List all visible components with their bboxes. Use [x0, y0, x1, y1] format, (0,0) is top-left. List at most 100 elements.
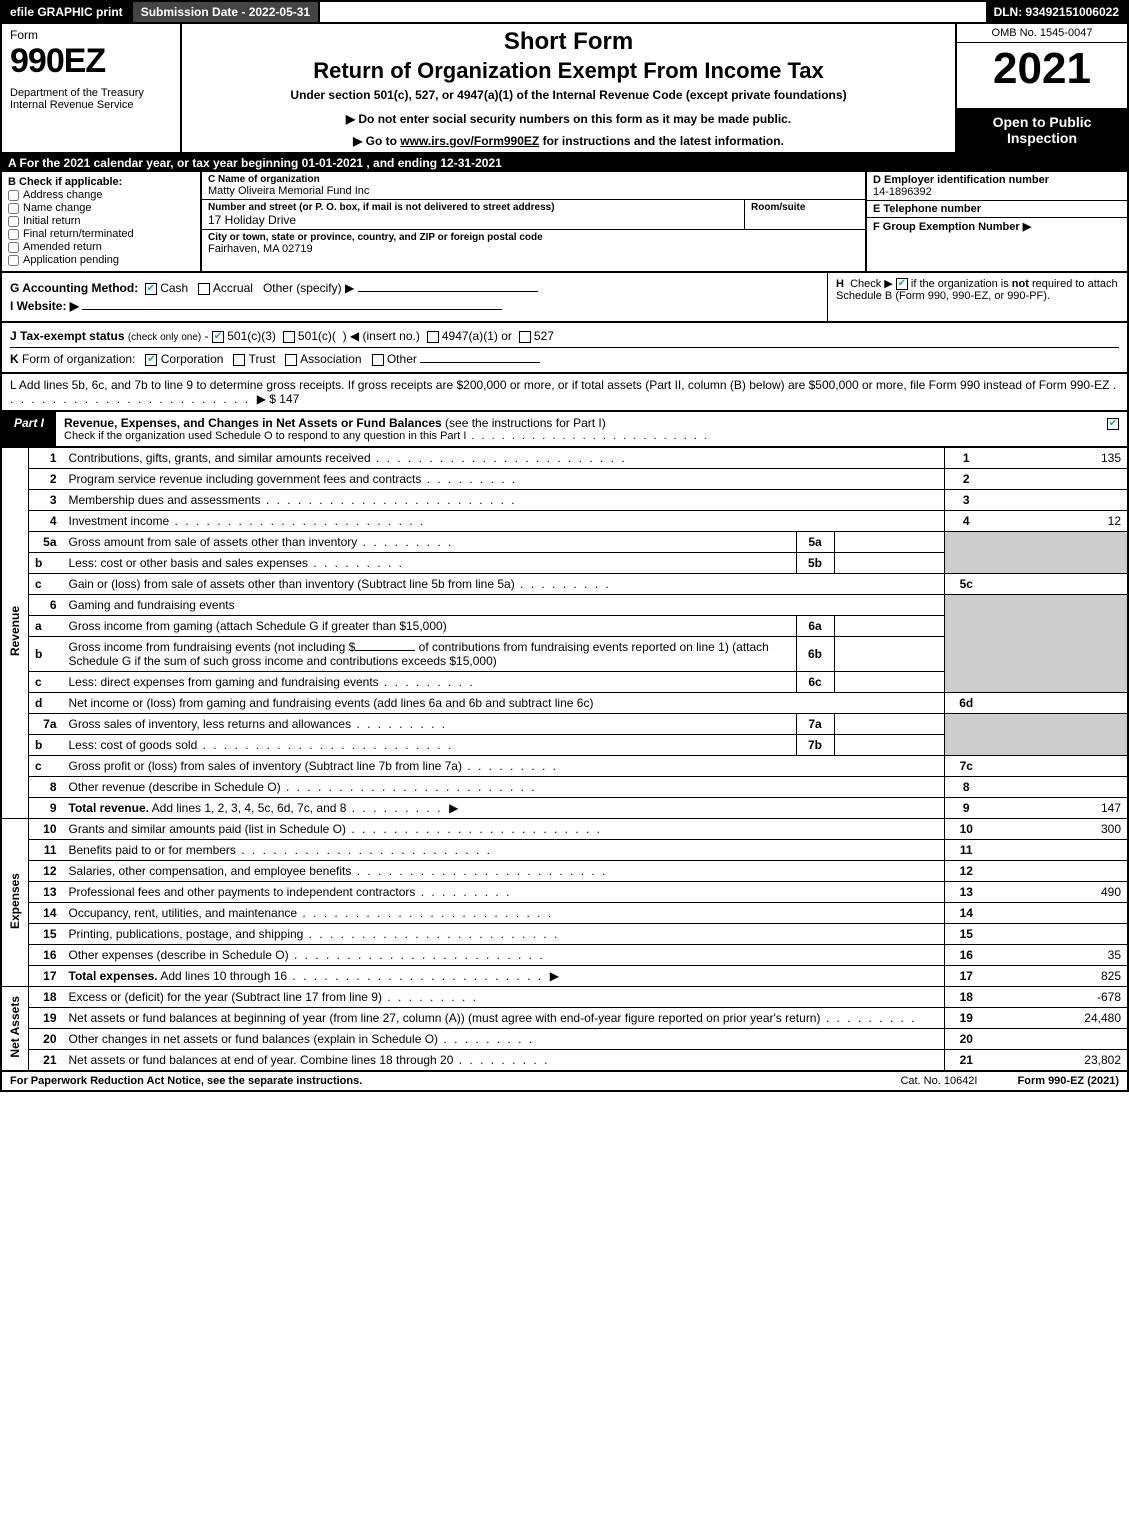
chk-schedule-o-part1[interactable] — [1107, 418, 1119, 430]
chk-schedule-b[interactable] — [896, 278, 908, 290]
opt-label: Address change — [23, 189, 103, 201]
f-label: F Group Exemption Number ▶ — [873, 220, 1121, 233]
other-org-line[interactable] — [420, 362, 540, 363]
ln-5a-desc: Gross amount from sale of assets other t… — [63, 532, 797, 553]
ln-6a-inbox: 6a — [796, 616, 834, 637]
header-left: Form 990EZ Department of the Treasury In… — [2, 24, 182, 152]
ln-16-box: 16 — [944, 945, 988, 966]
dln-label: DLN: 93492151006022 — [986, 2, 1127, 22]
chk-corporation[interactable] — [145, 354, 157, 366]
chk-501c3[interactable] — [212, 331, 224, 343]
ln-17-box: 17 — [944, 966, 988, 987]
ln-5c-box: 5c — [944, 574, 988, 595]
ln-5a-inval — [834, 532, 944, 553]
ln-13-val: 490 — [988, 882, 1128, 903]
other-specify-line[interactable] — [358, 291, 538, 292]
ln-11-desc: Benefits paid to or for members — [63, 840, 945, 861]
ln-3-box: 3 — [944, 490, 988, 511]
opt-label: Amended return — [23, 241, 102, 253]
submission-date: Submission Date - 2022-05-31 — [131, 2, 320, 22]
ln-14-desc: Occupancy, rent, utilities, and maintena… — [63, 903, 945, 924]
footer-right: Form 990-EZ (2021) — [1018, 1075, 1120, 1087]
chk-name-change-input[interactable] — [8, 203, 19, 214]
ln-21-desc: Net assets or fund balances at end of ye… — [63, 1050, 945, 1071]
irs-link[interactable]: www.irs.gov/Form990EZ — [400, 134, 539, 148]
chk-initial-return-input[interactable] — [8, 216, 19, 227]
chk-application-pending[interactable]: Application pending — [8, 254, 194, 266]
chk-501c[interactable] — [283, 331, 295, 343]
row-h: H Check ▶ if the organization is not req… — [827, 273, 1127, 321]
row-a-calendar-year: A For the 2021 calendar year, or tax yea… — [0, 154, 1129, 172]
ln-5b-inbox: 5b — [796, 553, 834, 574]
ln-18-desc: Excess or (deficit) for the year (Subtra… — [63, 987, 945, 1008]
ln-7a-inval — [834, 714, 944, 735]
chk-accrual[interactable] — [198, 283, 210, 295]
other-label: Other (specify) ▶ — [263, 281, 354, 295]
website-line[interactable] — [82, 309, 502, 310]
chk-application-pending-input[interactable] — [8, 255, 19, 266]
ln-9-desc: Total revenue. Add lines 1, 2, 3, 4, 5c,… — [63, 798, 945, 819]
ln-9-box: 9 — [944, 798, 988, 819]
ln-3-num: 3 — [29, 490, 63, 511]
ln-5a-num: 5a — [29, 532, 63, 553]
part1-sub-text: Check if the organization used Schedule … — [64, 430, 466, 442]
box-def: D Employer identification number 14-1896… — [867, 172, 1127, 271]
ln-12-desc: Salaries, other compensation, and employ… — [63, 861, 945, 882]
ln-6d-desc: Net income or (loss) from gaming and fun… — [63, 693, 945, 714]
ln-7a-inbox: 7a — [796, 714, 834, 735]
ln-7c-val — [988, 756, 1128, 777]
efile-label: efile GRAPHIC print — [2, 2, 131, 22]
ln-8-desc: Other revenue (describe in Schedule O) — [63, 777, 945, 798]
chk-association[interactable] — [285, 354, 297, 366]
ln-1-num: 1 — [29, 448, 63, 469]
row-ghi: G Accounting Method: Cash Accrual Other … — [0, 273, 1129, 323]
ln-19-box: 19 — [944, 1008, 988, 1029]
chk-cash[interactable] — [145, 283, 157, 295]
chk-final-return[interactable]: Final return/terminated — [8, 228, 194, 240]
ln-1-box: 1 — [944, 448, 988, 469]
ln-5b-desc: Less: cost or other basis and sales expe… — [63, 553, 797, 574]
ln-6c-inbox: 6c — [796, 672, 834, 693]
revenue-rotated: Revenue — [8, 606, 22, 656]
ln-3-desc: Membership dues and assessments — [63, 490, 945, 511]
chk-trust[interactable] — [233, 354, 245, 366]
ln-20-num: 20 — [29, 1029, 63, 1050]
ln-6a-inval — [834, 616, 944, 637]
opt-label: Name change — [23, 202, 92, 214]
row-g: G Accounting Method: Cash Accrual Other … — [10, 281, 819, 295]
header-right: OMB No. 1545-0047 2021 Open to Public In… — [957, 24, 1127, 152]
ln-17-val: 825 — [988, 966, 1128, 987]
l-text: L Add lines 5b, 6c, and 7b to line 9 to … — [10, 378, 1109, 392]
row-jk: J Tax-exempt status (check only one) - 5… — [0, 323, 1129, 374]
chk-other-org[interactable] — [372, 354, 384, 366]
ln-5c-desc: Gain or (loss) from sale of assets other… — [63, 574, 945, 595]
chk-amended-return[interactable]: Amended return — [8, 241, 194, 253]
chk-527[interactable] — [519, 331, 531, 343]
ln-6b-fill[interactable] — [355, 650, 415, 651]
chk-initial-return[interactable]: Initial return — [8, 215, 194, 227]
ln-20-box: 20 — [944, 1029, 988, 1050]
part1-title-note: (see the instructions for Part I) — [442, 416, 606, 430]
ln-5a-inbox: 5a — [796, 532, 834, 553]
chk-final-return-input[interactable] — [8, 229, 19, 240]
ln-15-num: 15 — [29, 924, 63, 945]
chk-4947[interactable] — [427, 331, 439, 343]
form-subtitle-2: ▶ Do not enter social security numbers o… — [194, 112, 943, 126]
ln-6b-inval — [834, 637, 944, 672]
form-label: Form — [10, 28, 172, 42]
ln-5c-val — [988, 574, 1128, 595]
footer-center: Cat. No. 10642I — [900, 1075, 977, 1087]
short-form-title: Short Form — [194, 28, 943, 56]
ln-6c-num: c — [29, 672, 63, 693]
ln-7a-num: 7a — [29, 714, 63, 735]
ln-6a-num: a — [29, 616, 63, 637]
ln-16-desc: Other expenses (describe in Schedule O) — [63, 945, 945, 966]
ln-9-val: 147 — [988, 798, 1128, 819]
chk-amended-return-input[interactable] — [8, 242, 19, 253]
ln-6b-inbox: 6b — [796, 637, 834, 672]
chk-address-change[interactable]: Address change — [8, 189, 194, 201]
ln-12-num: 12 — [29, 861, 63, 882]
ln-15-val — [988, 924, 1128, 945]
chk-name-change[interactable]: Name change — [8, 202, 194, 214]
chk-address-change-input[interactable] — [8, 190, 19, 201]
